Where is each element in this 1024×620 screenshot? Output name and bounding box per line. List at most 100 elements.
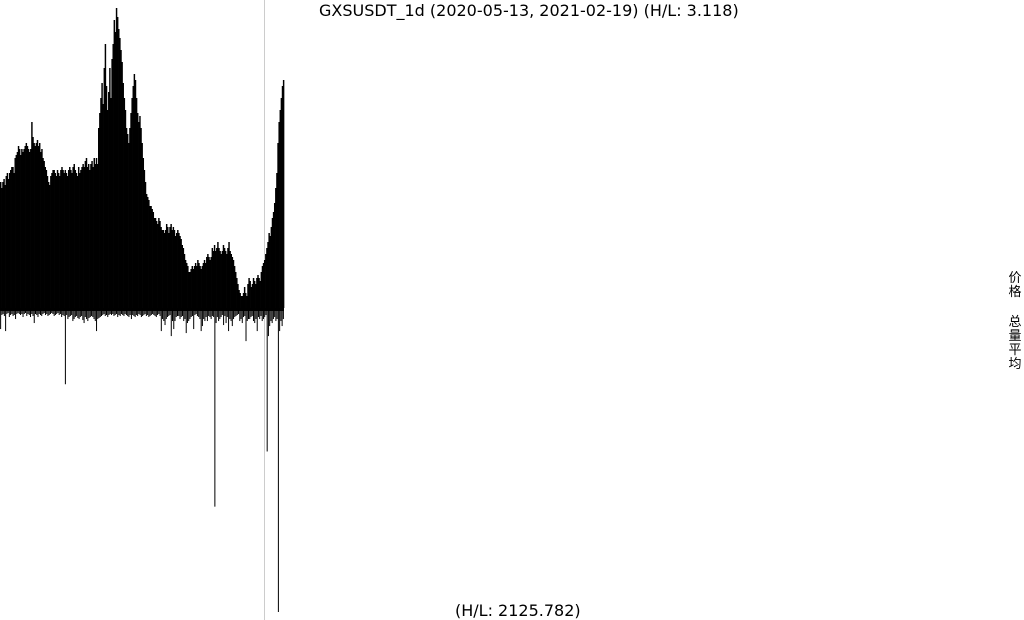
volume-bar [51,311,52,313]
volume-bar [101,311,102,316]
volume-bar [234,311,235,317]
volume-bar-series [0,311,284,612]
volume-bar [196,311,197,314]
volume-bar [105,311,106,316]
volume-bar [259,311,260,319]
volume-bar [247,311,248,321]
volume-bar [121,311,122,314]
volume-bar [56,311,57,314]
volume-bar [191,311,192,317]
volume-bar [183,311,184,321]
volume-bar [79,311,80,319]
volume-bar [158,311,159,314]
volume-bar [173,311,174,329]
volume-bar [226,311,227,323]
volume-bar [35,311,36,314]
volume-bar [3,311,4,314]
volume-bar [116,311,117,314]
volume-bar [10,311,11,315]
volume-bar [161,311,162,331]
volume-bar [172,311,173,321]
volume-bar [100,311,101,317]
volume-bar [8,311,9,313]
volume-bar [84,311,85,323]
volume-bar [254,311,255,323]
volume-bar [207,311,208,321]
volume-bar [279,311,280,331]
volume-bar [97,311,98,319]
volume-bar [189,311,190,319]
volume-bar [102,311,103,315]
volume-bar [49,311,50,315]
volume-bar [67,311,68,319]
volume-bar [95,311,96,321]
volume-bar [243,311,244,317]
volume-bar [209,311,210,317]
volume-bar [41,311,42,316]
volume-bar [252,311,253,316]
volume-bar [31,311,32,314]
volume-bar [77,311,78,318]
volume-bar [264,311,265,317]
volume-bar [193,311,194,329]
volume-bar [42,311,43,314]
volume-bar [96,311,97,331]
volume-bar [107,311,108,317]
volume-bar [26,311,27,316]
volume-bar [155,311,156,316]
volume-bar [219,311,220,319]
volume-bar [242,311,243,323]
volume-bar [176,311,177,317]
volume-bar [198,311,199,317]
volume-bar [192,311,193,316]
volume-bar [92,311,93,317]
volume-bar [153,311,154,315]
volume-bar [72,311,73,321]
volume-bar [34,311,35,323]
volume-bar [257,311,258,331]
volume-bar [30,311,31,317]
volume-bar [274,311,275,317]
volume-bar [135,311,136,317]
volume-bar [140,311,141,315]
volume-bar [150,311,151,316]
volume-bar [132,311,133,315]
volume-bar [106,311,107,315]
volume-bar [258,311,259,317]
volume-bar [37,311,38,317]
volume-bar [246,311,247,341]
volume-bar [126,311,127,315]
volume-bar [263,311,264,319]
volume-bar [0,311,1,329]
volume-bar [15,311,16,319]
volume-bar [13,311,14,316]
volume-bar [112,311,113,314]
volume-bar [231,311,232,321]
volume-bar [232,311,233,326]
volume-bar [21,311,22,314]
volume-bar [24,311,25,314]
volume-bar [137,311,138,316]
volume-bar [268,311,269,336]
volume-bar [223,311,224,325]
volume-bar [202,311,203,326]
volume-bar [148,311,149,317]
volume-bar [1,311,2,315]
volume-bar [282,311,283,326]
volume-bar [201,311,202,331]
volume-average-label: 总量平均 [1007,316,1023,372]
volume-bar [262,311,263,321]
volume-bar [272,311,273,323]
volume-bar [57,311,58,313]
volume-bar [120,311,121,316]
volume-bar [212,311,213,316]
volume-bar [19,311,20,314]
volume-bar [157,311,158,315]
volume-bar [16,311,17,314]
volume-bar [62,311,63,315]
volume-bar [89,311,90,318]
volume-bar [186,311,187,333]
chart-title: GXSUSDT_1d (2020-05-13, 2021-02-19) (H/L… [319,1,739,20]
volume-bar [184,311,185,319]
volume-bar [255,311,256,319]
